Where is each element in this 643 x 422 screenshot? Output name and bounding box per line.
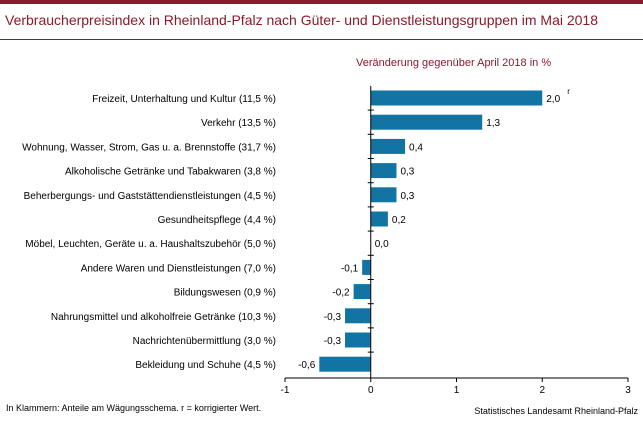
- data-label: -0,3: [324, 336, 342, 347]
- bar: [353, 284, 371, 300]
- bar: [345, 332, 371, 348]
- source-note: Statistisches Landesamt Rheinland-Pfalz: [474, 406, 638, 416]
- data-label: -0,3: [324, 312, 342, 323]
- data-label: 0,2: [392, 215, 406, 226]
- bar: [362, 259, 371, 275]
- x-tick-label: -1: [281, 385, 290, 396]
- category-label: Wohnung, Wasser, Strom, Gas u. a. Brenns…: [22, 142, 276, 153]
- x-tick-label: 3: [625, 385, 631, 396]
- data-label: 1,3: [486, 118, 500, 129]
- chart-subtitle: Veränderung gegenüber April 2018 in %: [356, 57, 552, 69]
- bar: [370, 114, 483, 130]
- data-label: 0,0: [375, 239, 389, 250]
- bar: [370, 138, 406, 154]
- top-accent-rule: [0, 0, 643, 4]
- footnote: In Klammern: Anteile am Wägungsschema. r…: [6, 403, 262, 413]
- data-label: 0,3: [400, 191, 414, 202]
- data-label: 0,4: [409, 142, 423, 153]
- x-tick-label: 1: [454, 385, 460, 396]
- bar: [370, 187, 397, 203]
- bar: [345, 308, 371, 324]
- category-label: Bildungswesen (0,9 %): [174, 288, 276, 299]
- category-label: Nahrungsmittel und alkoholfreie Getränke…: [51, 312, 276, 323]
- category-label: Nachrichtenübermittlung (3,0 %): [133, 336, 276, 347]
- chart-title: Verbraucherpreisindex in Rheinland-Pfalz…: [5, 12, 599, 28]
- category-label: Freizeit, Unterhaltung und Kultur (11,5 …: [92, 94, 276, 105]
- category-label: Verkehr (13,5 %): [201, 118, 276, 129]
- x-tick-label: 2: [539, 385, 545, 396]
- bar: [319, 356, 371, 372]
- data-label: -0,6: [298, 360, 316, 371]
- category-label: Andere Waren und Dienstleistungen (7,0 %…: [81, 263, 276, 274]
- category-label: Gesundheitspflege (4,4 %): [158, 215, 276, 226]
- category-label: Alkoholische Getränke und Tabakwaren (3,…: [65, 167, 276, 178]
- category-label: Möbel, Leuchten, Geräte u. a. Haushaltsz…: [25, 239, 276, 250]
- bar: [370, 163, 397, 179]
- bar: [370, 211, 388, 227]
- data-label: -0,1: [341, 263, 359, 274]
- data-label: 2,0: [546, 94, 560, 105]
- category-label: Beherbergungs- und Gaststättendienstleis…: [24, 191, 276, 202]
- bar: [370, 90, 543, 106]
- category-label: Bekleidung und Schuhe (4,5 %): [135, 360, 276, 371]
- data-label: 0,3: [400, 167, 414, 178]
- title-divider: [0, 39, 643, 40]
- annotation-mark: r: [567, 87, 570, 96]
- x-tick-label: 0: [368, 385, 374, 396]
- data-label: -0,2: [332, 288, 350, 299]
